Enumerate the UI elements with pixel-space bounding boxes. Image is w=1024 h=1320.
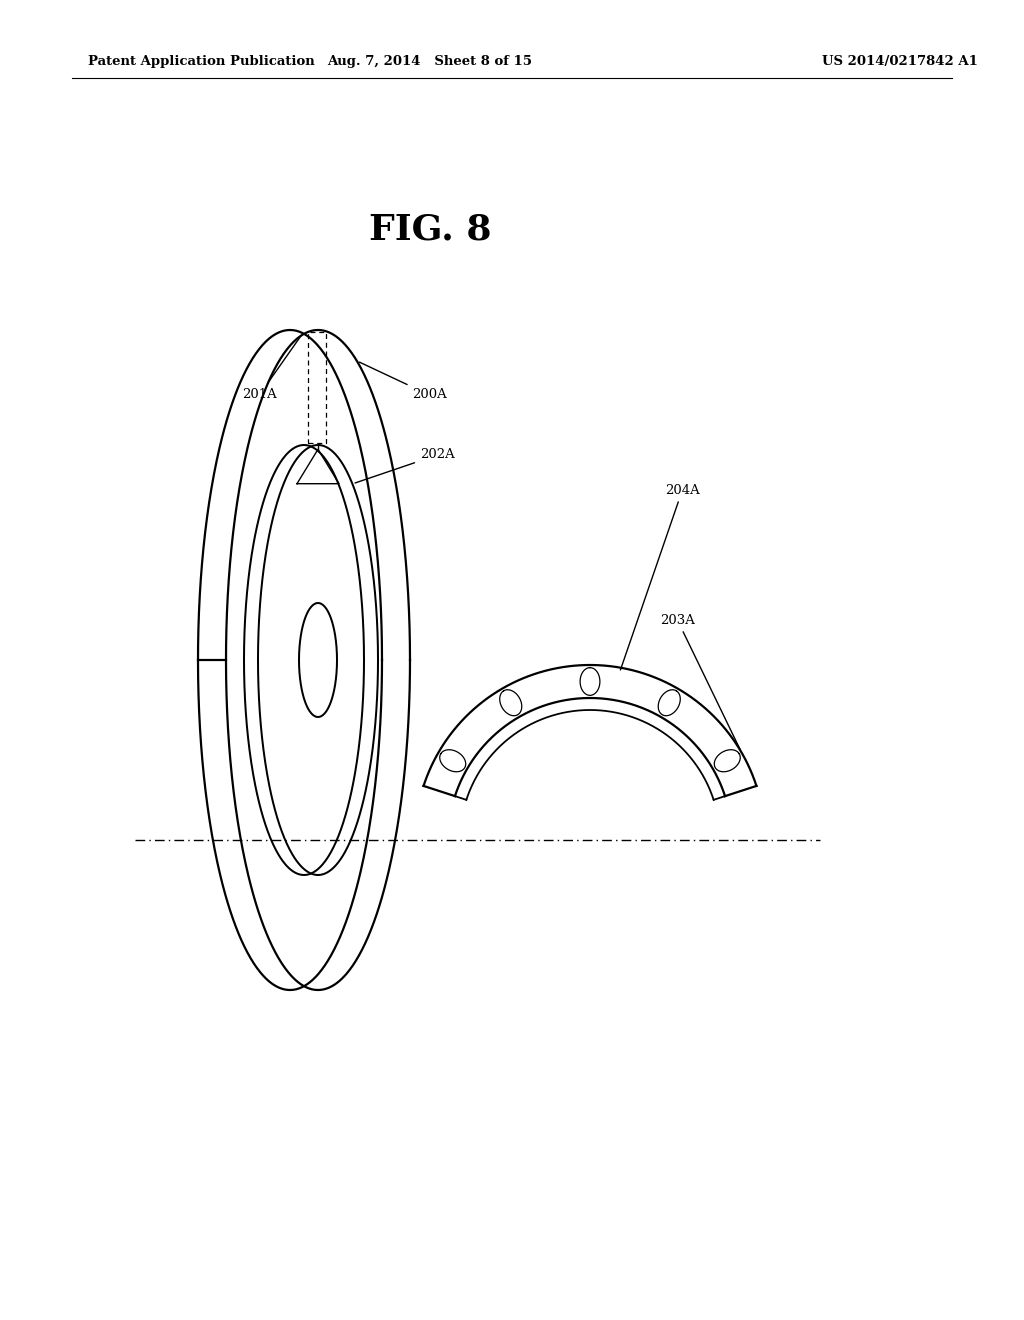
Text: 202A: 202A [355,449,455,483]
Text: Patent Application Publication: Patent Application Publication [88,55,314,69]
Text: FIG. 8: FIG. 8 [369,213,492,247]
Text: 200A: 200A [359,362,446,401]
Text: 201A: 201A [242,335,301,401]
Text: 204A: 204A [621,483,699,671]
Text: US 2014/0217842 A1: US 2014/0217842 A1 [822,55,978,69]
Text: 203A: 203A [660,614,740,750]
Text: Aug. 7, 2014   Sheet 8 of 15: Aug. 7, 2014 Sheet 8 of 15 [328,55,532,69]
